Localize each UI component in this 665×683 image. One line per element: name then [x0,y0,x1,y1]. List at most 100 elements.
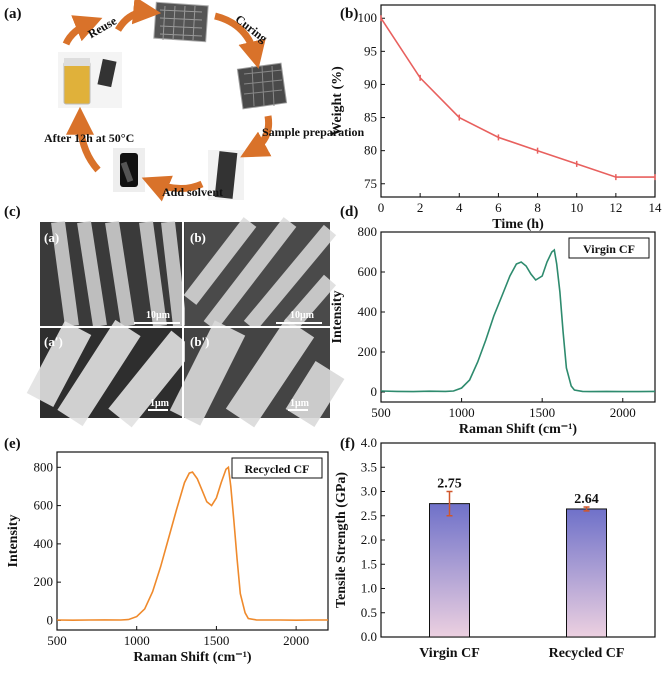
panel-d-xlabel: Raman Shift (cm⁻¹) [459,422,577,437]
panel-d-legend-box [568,237,650,259]
panel-e-xtick-label: 500 [47,633,67,648]
panel-b-xtick-label: 12 [609,200,622,215]
panel-f-label: (f) [340,436,355,452]
panel-b-xtick-label: 4 [456,200,463,215]
panel-f-data-label: 2.75 [437,477,462,492]
panel-e-ytick-label: 800 [34,459,54,474]
sem-tile-a [40,220,187,328]
panel-e-ytick-label: 600 [34,498,54,513]
panel-e-legend-box [231,457,323,479]
photo-curing-mesh [153,1,209,43]
panel-e-xtick-label: 2000 [283,633,309,648]
scalebar-label-b-prime: 1μm [290,398,310,409]
panel-f-ytick-label: 1.0 [361,581,377,596]
panel-d-xtick-label: 1000 [449,405,475,420]
panel-b-ylabel: Weight (%) [330,66,345,136]
sem-tile-a-prime [26,319,195,428]
panel-b-xtick-label: 0 [378,200,385,215]
panel-d-ytick-label: 400 [358,304,378,319]
panel-f: (f) 0.0 0.5 1.0 1.5 2.0 2.5 3.0 3.5 4.0 Tensile S… [334,435,656,661]
panel-f-ytick-label: 3.0 [361,484,377,499]
panel-d-legend-text: Virgin CF [583,242,635,256]
panel-f-ytick-label: 0.0 [361,629,377,644]
photo-cured-mesh [236,62,288,110]
panel-b-ytick-label: 95 [364,43,377,58]
panel-e-legend-text: Recycled CF [245,462,310,476]
panel-e-xtick-label: 1000 [124,633,150,648]
sem-tile-b-prime [169,318,345,428]
panel-c: (c) (a) (b) (a') [4,204,345,428]
panel-c-label: (c) [4,204,21,220]
panel-e-ytick-label: 0 [47,612,54,627]
sem-label-b: (b) [190,230,206,245]
panel-b-label: (b) [340,6,358,22]
arrow-reuse [114,0,162,32]
scalebar-label-a-prime: 1μm [150,398,170,409]
sem-label-a-prime: (a') [44,334,63,349]
panel-f-ytick-label: 4.0 [361,435,377,450]
panel-a: (a) [4,0,364,202]
panel-e-label: (e) [4,436,21,452]
panel-d-plot-frame [380,231,656,403]
panel-d-ytick-label: 600 [358,264,378,279]
panel-f-ytick-label: 3.5 [361,459,377,474]
panel-f-plot-frame [380,442,656,638]
panel-b-ytick-label: 100 [358,10,378,25]
panel-d-series-line [380,248,656,393]
arrow-sample [240,115,273,158]
step-label-after: After 12h at 50°C [44,131,134,145]
sem-label-a: (a) [44,230,59,245]
panel-b-xtick-label: 6 [495,200,502,215]
panel-f-data-label: 2.64 [574,492,599,507]
panel-e-xlabel: Raman Shift (cm⁻¹) [133,650,251,665]
panel-e-series-line [56,465,328,622]
panel-f-category-label: Virgin CF [419,646,480,661]
arrow-after [66,106,101,173]
panel-b-ytick-label: 90 [364,76,377,91]
panel-f-ylabel: Tensile Strength (GPa) [334,472,349,608]
sem-tile-b [183,217,337,332]
arrow-add-solvent [141,175,204,202]
step-label-sample-text: Sample preparation [262,125,364,139]
step-label-add-solvent: Add solvent [162,185,223,199]
panel-e-xtick-label: 1500 [203,633,229,648]
panel-f-bar [429,503,470,638]
arrow-reuse-in [62,15,103,46]
panel-b: (b) 0 2 4 6 8 10 12 14 75 80 85 90 95 100 Time (h) Weig… [330,4,662,232]
panel-d-ylabel: Intensity [330,291,345,344]
panel-e-plot-frame [56,451,329,631]
panel-b-ytick-label: 80 [364,143,377,158]
panel-d-xtick-label: 2000 [610,405,636,420]
panel-f-category-label: Recycled CF [549,646,625,661]
sem-grid: (a) (b) (a') (b') 10μm 10μm 1μm 1μm [26,217,345,428]
panel-b-series-line [380,17,655,178]
panel-e-ylabel: Intensity [6,515,21,568]
panel-e-ytick-label: 200 [34,574,54,589]
panel-d-ytick-label: 200 [358,344,378,359]
panel-f-ytick-label: 1.5 [361,556,377,571]
scalebar-label-b: 10μm [290,310,315,321]
panel-b-xtick-label: 2 [417,200,424,215]
step-label-sample: Sample preparation [262,125,364,139]
panel-b-xlabel: Time (h) [492,217,544,232]
panel-a-label: (a) [4,6,22,22]
panel-d-ytick-label: 0 [371,384,378,399]
panel-e: (e) 500 1000 1500 2000 0 200 400 600 800 Raman Sh… [4,436,329,665]
panel-b-xtick-label: 10 [570,200,583,215]
panel-d: (d) 500 1000 1500 2000 0 200 400 600 800 Raman Sh… [330,204,656,437]
scalebar-label-a: 10μm [146,310,171,321]
photo-dissolved-jar [58,52,122,108]
panel-b-xtick-label: 8 [534,200,541,215]
panel-d-label: (d) [340,204,358,220]
panel-b-ytick-label: 85 [364,110,377,125]
panel-d-xtick-label: 500 [371,405,391,420]
panel-e-ytick-label: 400 [34,536,54,551]
arrow-curing [214,12,266,69]
photo-sample-strip [208,150,244,200]
panel-d-xtick-label: 1500 [529,405,555,420]
panel-f-ytick-label: 2.0 [361,532,377,547]
panel-b-plot-frame [380,4,656,198]
panel-f-ytick-label: 0.5 [361,605,377,620]
panel-b-ytick-label: 75 [364,176,377,191]
